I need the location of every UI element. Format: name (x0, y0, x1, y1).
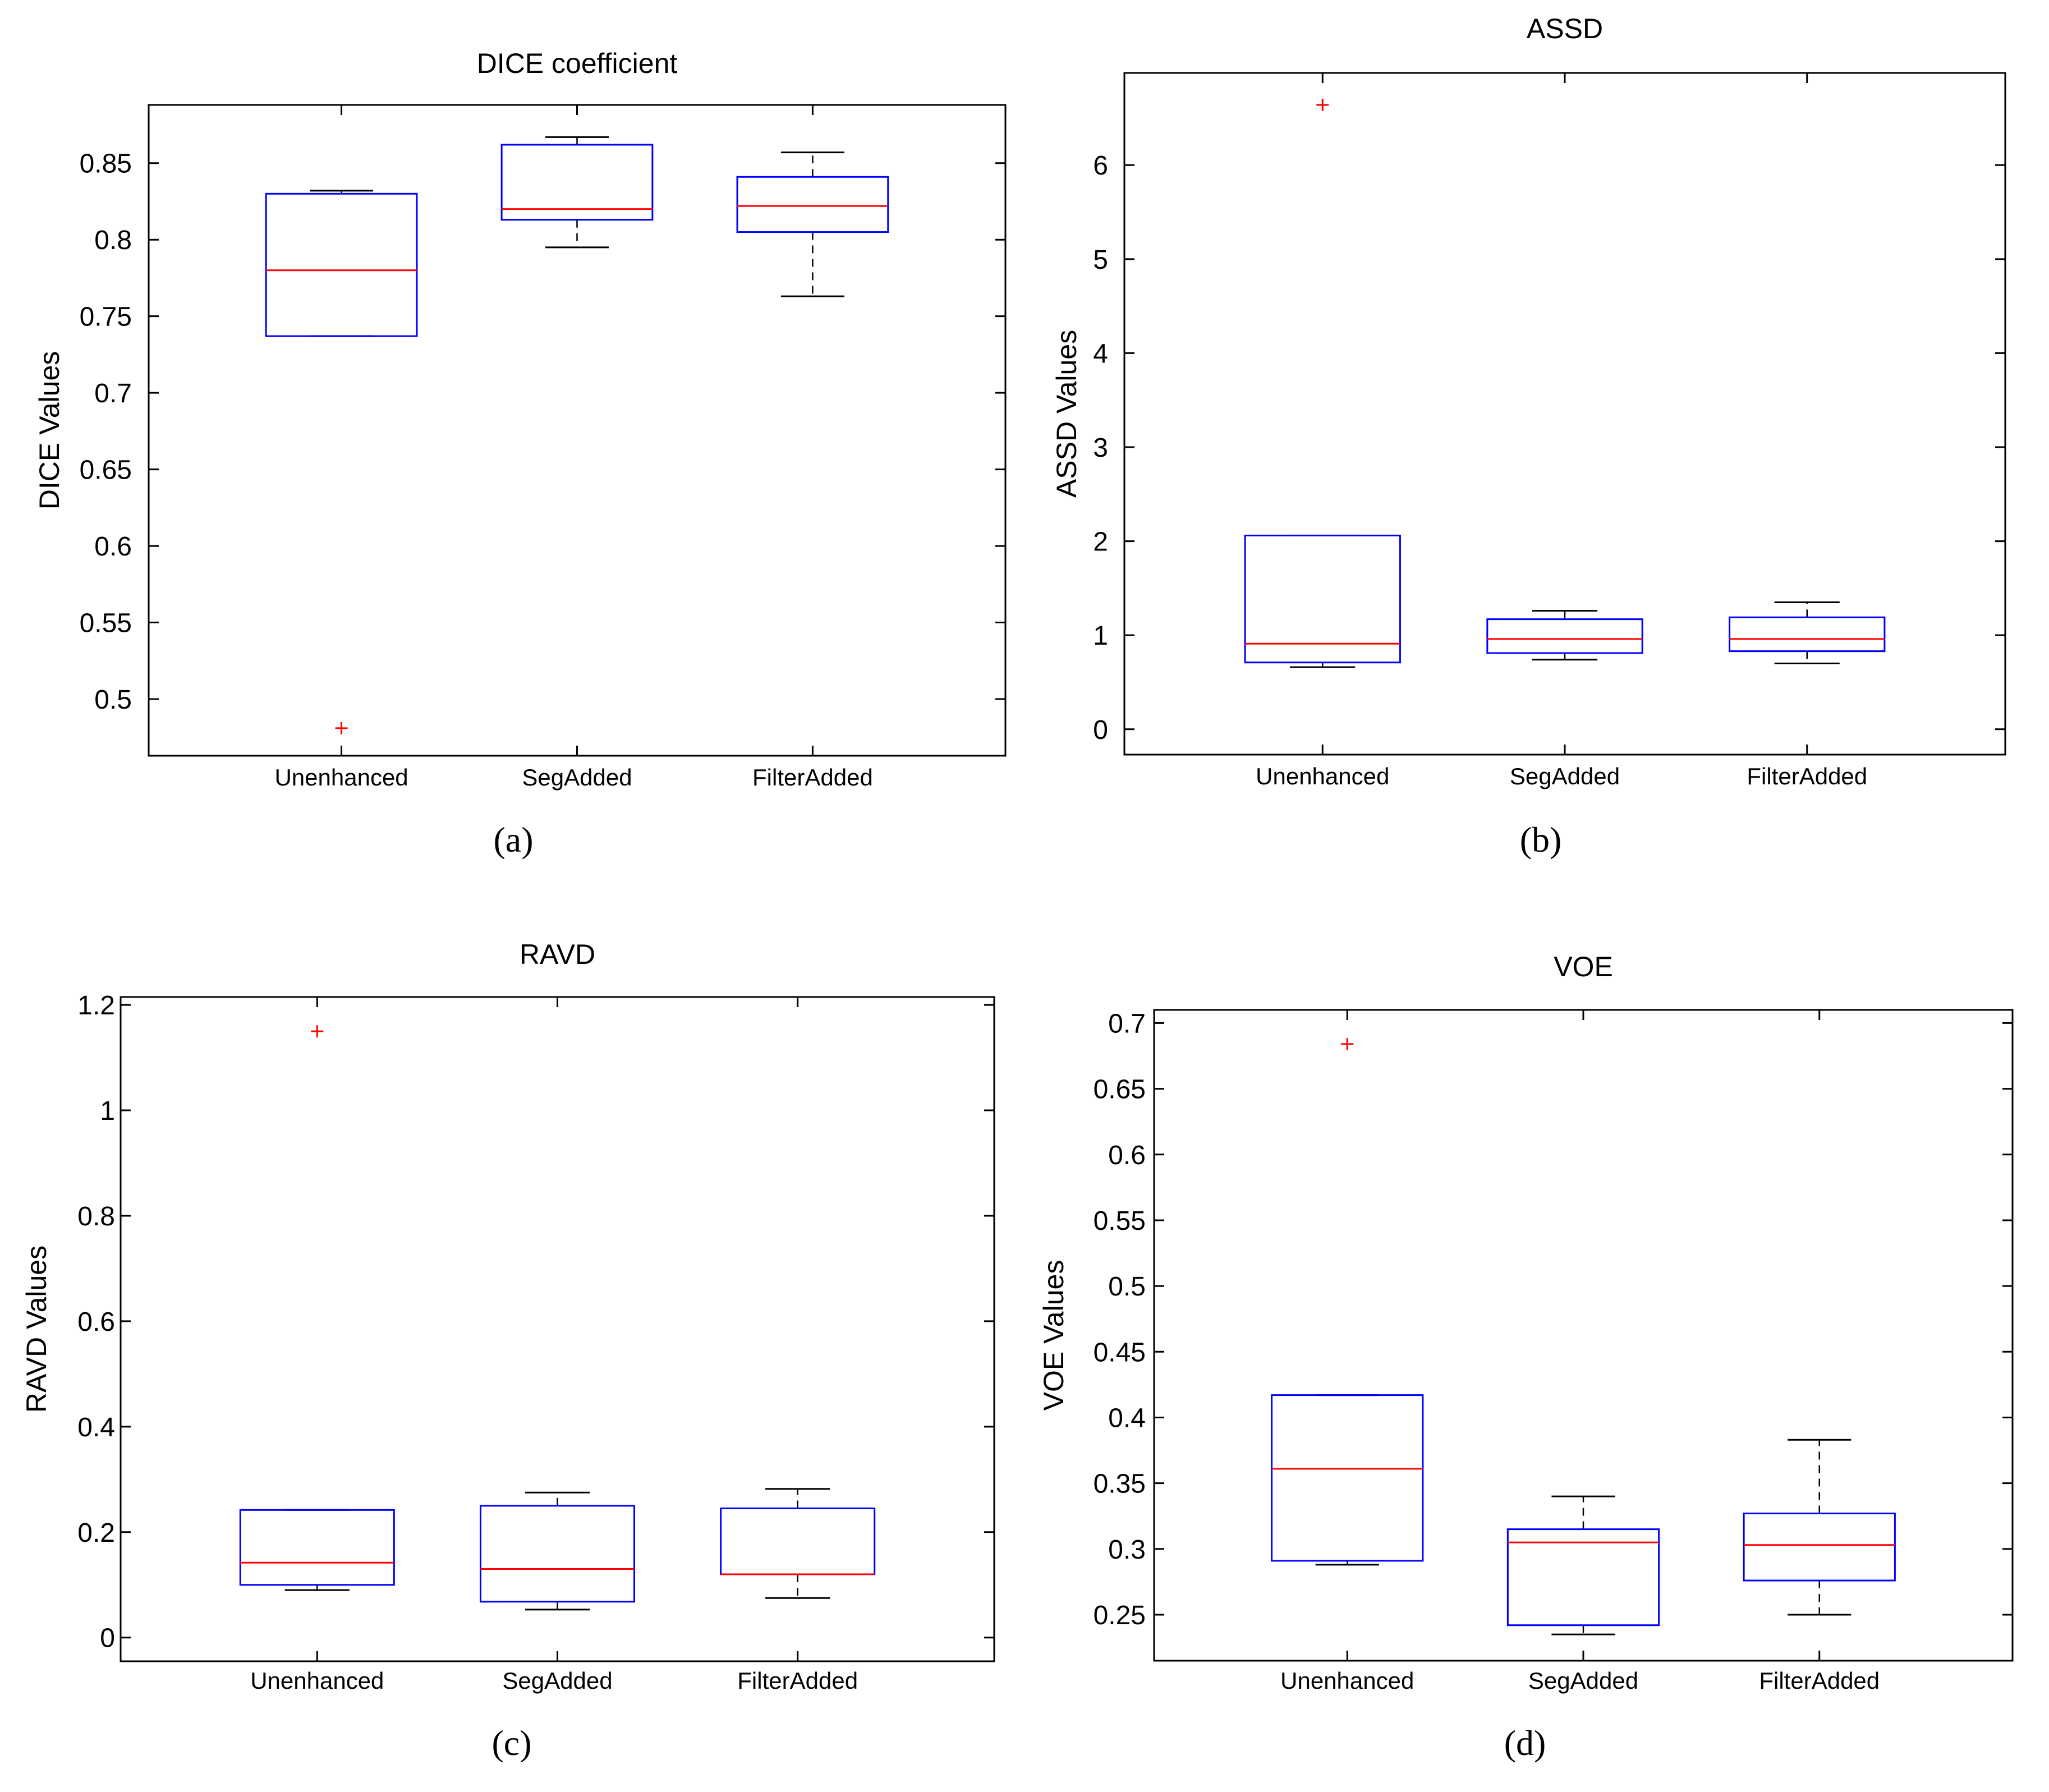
y-tick-label: 0.6 (94, 532, 132, 562)
box-iqr (500, 144, 654, 221)
y-tick-label: 0.6 (77, 1307, 115, 1337)
x-tick-label: Unenhanced (1280, 1667, 1414, 1694)
y-tick-label: 0.65 (1094, 1075, 1146, 1105)
y-tick-label: 0.75 (80, 302, 132, 332)
axes-frame (1153, 1009, 2014, 1662)
x-tick-label: FilterAdded (752, 764, 873, 791)
axes-frame (120, 996, 995, 1662)
y-tick-label: 0.6 (1108, 1141, 1146, 1170)
y-tick-label: 0.5 (1108, 1272, 1146, 1302)
y-axis-label: VOE Values (1038, 1260, 1069, 1411)
panel-caption: (d) (1504, 1723, 1546, 1763)
outlier-marker (1341, 1037, 1354, 1050)
y-tick-label: 0.65 (80, 456, 132, 485)
box-iqr (1729, 616, 1886, 653)
y-tick-label: 0.25 (1094, 1601, 1146, 1630)
chart-title: RAVD (520, 939, 595, 970)
x-tick-label: SegAdded (502, 1667, 612, 1694)
chart-title: DICE coefficient (477, 48, 678, 79)
box-iqr (479, 1505, 636, 1603)
y-tick-label: 0.4 (77, 1413, 115, 1442)
box-iqr (239, 1509, 395, 1586)
box-iqr (1271, 1394, 1424, 1562)
y-tick-label: 0.8 (77, 1202, 115, 1232)
x-tick-label: SegAdded (1510, 763, 1620, 789)
panel-d: VOE 0.25 0.3 0.35 0.4 0.45 0.5 0.55 0.6 0.65 0.7 VO… (1038, 951, 2014, 1763)
x-tick-label: Unenhanced (250, 1667, 384, 1694)
panel-caption: (a) (493, 820, 533, 860)
panel-caption: (c) (491, 1723, 531, 1763)
y-tick-label: 0.3 (1108, 1535, 1146, 1565)
chart-title: VOE (1554, 951, 1613, 982)
y-tick-label: 0.2 (77, 1518, 115, 1548)
axes-frame (148, 104, 1007, 757)
x-tick-label: SegAdded (522, 764, 632, 791)
y-tick-label: 0 (1093, 715, 1108, 745)
y-tick-label: 0.45 (1094, 1338, 1146, 1367)
box-iqr (720, 1507, 876, 1575)
box-iqr (736, 176, 889, 233)
y-tick-label: 0.55 (1094, 1206, 1146, 1236)
y-tick-label: 6 (1093, 151, 1108, 181)
x-tick-label: SegAdded (1528, 1667, 1638, 1694)
y-tick-label: 0.5 (94, 685, 132, 715)
box-iqr (1486, 618, 1643, 654)
y-axis-label: RAVD Values (21, 1246, 52, 1413)
box-iqr (1244, 535, 1401, 664)
box-iqr (265, 192, 418, 337)
y-tick-label: 4 (1093, 339, 1108, 369)
outlier-marker (311, 1025, 324, 1038)
x-tick-label: Unenhanced (1256, 763, 1389, 789)
y-tick-label: 0.7 (1108, 1009, 1146, 1039)
chart-title: ASSD (1527, 13, 1603, 44)
outlier-marker (335, 722, 348, 734)
panel-c: RAVD 0 0.2 0.4 0.6 0.8 1 1.2 RAVD Values Unenhanc… (21, 939, 995, 1763)
x-tick-label: FilterAdded (1759, 1667, 1880, 1694)
y-tick-label: 2 (1093, 527, 1108, 557)
y-tick-label: 0.8 (94, 226, 132, 255)
y-tick-label: 5 (1093, 245, 1108, 275)
box-iqr (1506, 1528, 1660, 1626)
y-tick-label: 0 (100, 1624, 115, 1653)
panel-caption: (b) (1520, 820, 1562, 860)
y-tick-label: 0.55 (80, 609, 132, 638)
y-tick-label: 1.2 (77, 991, 115, 1021)
box-iqr (1743, 1513, 1896, 1582)
x-tick-label: FilterAdded (1747, 763, 1867, 789)
y-tick-label: 0.35 (1094, 1469, 1146, 1499)
y-tick-label: 1 (100, 1096, 115, 1126)
y-tick-label: 0.4 (1108, 1403, 1146, 1433)
y-axis-label: DICE Values (34, 351, 65, 510)
panel-b: ASSD 0 1 2 3 4 5 6 ASSD Values Unenhanced SegAdded… (1051, 13, 2006, 860)
y-tick-label: 0.7 (94, 379, 132, 408)
y-tick-label: 3 (1093, 433, 1108, 463)
y-tick-label: 1 (1093, 621, 1108, 651)
y-axis-label: ASSD Values (1051, 330, 1082, 498)
x-tick-label: FilterAdded (737, 1667, 858, 1694)
y-tick-label: 0.85 (80, 149, 132, 179)
panel-a: DICE coefficient 0.5 0.55 0.6 0.65 0.7 0.75 0.8… (34, 48, 1007, 860)
x-tick-label: Unenhanced (274, 764, 408, 791)
outlier-marker (1316, 98, 1329, 111)
